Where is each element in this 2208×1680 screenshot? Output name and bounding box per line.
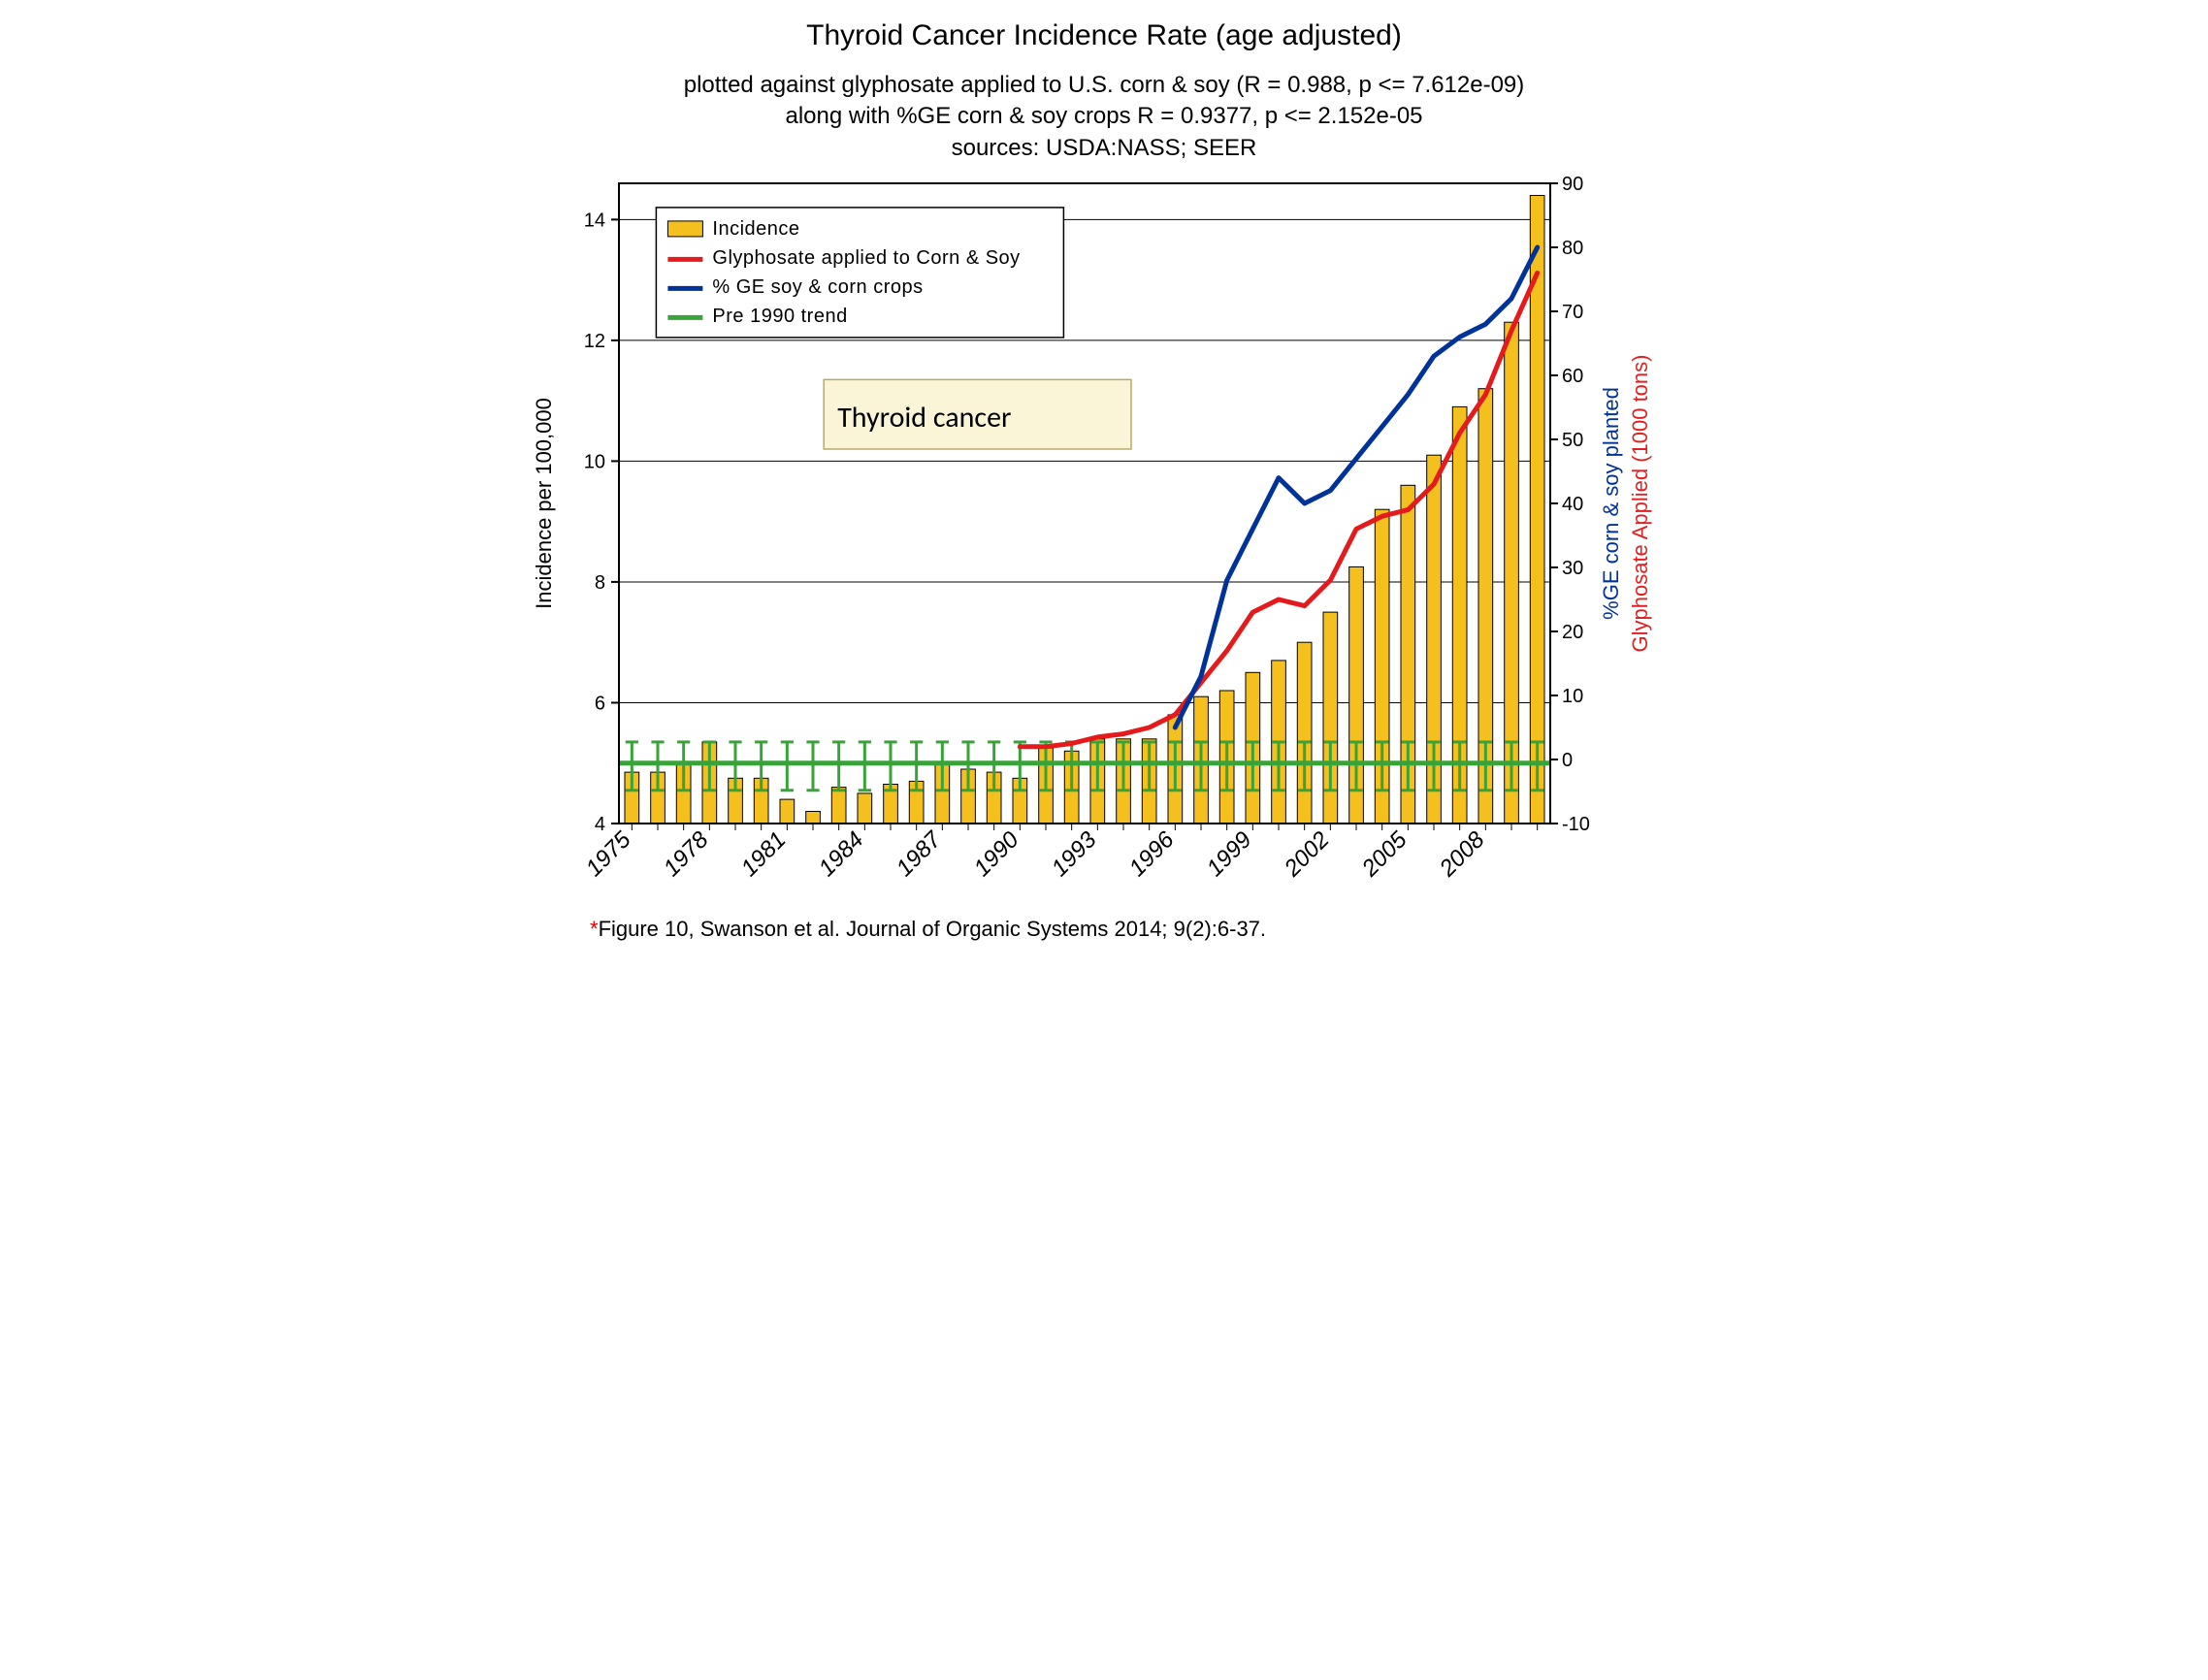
xtick-label: 1993 xyxy=(1047,826,1102,882)
chart-area: Thyroid cancer Incidence Glyphosate applie… xyxy=(512,174,1696,911)
xtick-label: 2005 xyxy=(1356,826,1412,883)
ytick-left: 8 xyxy=(595,572,605,594)
legend-label: Incidence xyxy=(712,218,799,240)
ytick-right: 90 xyxy=(1562,174,1583,195)
ytick-right: 0 xyxy=(1562,750,1573,771)
xtick-label: 1996 xyxy=(1124,826,1180,882)
ytick-right: 50 xyxy=(1562,430,1583,451)
ytick-left: 10 xyxy=(584,452,605,473)
xtick-label: 1975 xyxy=(581,826,636,882)
xtick-label: 1984 xyxy=(814,826,869,882)
xtick-label: 1981 xyxy=(736,826,792,882)
ytick-left: 4 xyxy=(595,814,605,835)
xtick-label: 1978 xyxy=(659,826,714,882)
legend-label: Glyphosate applied to Corn & Soy xyxy=(712,247,1020,269)
ytick-right: 20 xyxy=(1562,622,1583,643)
incidence-bar xyxy=(831,788,846,824)
xtick-label: 1987 xyxy=(892,825,948,882)
ytick-right: 10 xyxy=(1562,686,1583,707)
incidence-bar xyxy=(780,799,795,824)
incidence-bar xyxy=(1323,612,1338,824)
xtick-label: 1990 xyxy=(969,826,1024,882)
ytick-right: 60 xyxy=(1562,366,1583,387)
ytick-right: 40 xyxy=(1562,494,1583,515)
ytick-left: 6 xyxy=(595,694,605,715)
chart-title: Thyroid Cancer Incidence Rate (age adjus… xyxy=(512,19,1696,52)
ytick-right: 70 xyxy=(1562,302,1583,323)
ytick-right: 30 xyxy=(1562,558,1583,579)
ytick-right: -10 xyxy=(1562,814,1590,835)
incidence-bar xyxy=(1297,642,1312,824)
ytick-left: 12 xyxy=(584,331,605,352)
incidence-bar xyxy=(858,793,872,824)
y-axis-right-label-gly: Glyphosate Applied (1000 tons) xyxy=(1628,355,1652,653)
ytick-right: 80 xyxy=(1562,238,1583,259)
xtick-label: 2008 xyxy=(1434,826,1490,883)
caption-star: * xyxy=(590,917,599,941)
legend-label: Pre 1990 trend xyxy=(712,306,847,327)
caption-text: Figure 10, Swanson et al. Journal of Org… xyxy=(599,917,1266,941)
legend-label: % GE soy & corn crops xyxy=(712,276,923,298)
xtick-label: 1999 xyxy=(1202,826,1257,882)
ytick-left: 14 xyxy=(584,210,605,232)
figure-caption: *Figure 10, Swanson et al. Journal of Or… xyxy=(512,917,1696,942)
annotation-text: Thyroid cancer xyxy=(837,400,1011,436)
y-axis-left-label: Incidence per 100,000 xyxy=(532,398,556,609)
xtick-label: 2002 xyxy=(1279,826,1335,883)
chart-subtitle: plotted against glyphosate applied to U.… xyxy=(512,70,1696,164)
y-axis-right-label-ge: %GE corn & soy planted xyxy=(1599,387,1623,620)
incidence-bar xyxy=(806,812,821,824)
